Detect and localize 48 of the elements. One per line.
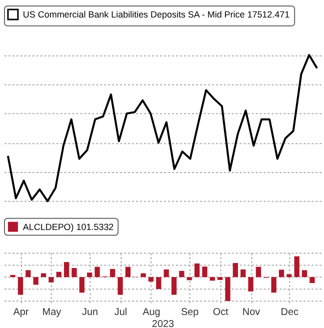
- bar: [278, 270, 284, 278]
- bar: [110, 268, 116, 278]
- x-tick-label: Oct: [212, 307, 229, 318]
- bar: [64, 262, 70, 278]
- bar: [33, 277, 38, 285]
- x-tick-label: May: [42, 307, 62, 318]
- bar: [87, 272, 92, 278]
- x-tick-label: Dec: [280, 307, 299, 318]
- bar: [48, 277, 54, 282]
- bar: [26, 270, 31, 278]
- bar: [56, 272, 62, 278]
- bar: [217, 277, 223, 280]
- bar: [171, 277, 177, 295]
- bar: [140, 273, 146, 278]
- bar: [72, 268, 77, 278]
- bar: [94, 266, 100, 278]
- x-tick-label: Sep: [181, 307, 200, 318]
- bar: [194, 263, 200, 278]
- bar: [240, 269, 246, 278]
- bar: [248, 277, 254, 292]
- bar: [79, 277, 84, 293]
- bar: [118, 277, 123, 295]
- x-axis-title: 2023: [152, 319, 175, 328]
- bar: [310, 277, 315, 284]
- x-tick-label: Aug: [142, 307, 160, 318]
- bar: [186, 277, 192, 280]
- bar: [202, 266, 208, 278]
- bar: [156, 277, 162, 290]
- x-tick-label: Jul: [114, 307, 128, 318]
- bar: [256, 266, 262, 278]
- bar: [125, 266, 131, 278]
- legend-label: ALCLDEPO) 101.5332: [22, 222, 114, 232]
- x-tick-label: Apr: [13, 307, 30, 318]
- bar: [232, 262, 238, 278]
- bar: [271, 277, 276, 293]
- bar: [18, 277, 24, 295]
- bar: [294, 256, 300, 278]
- bar: [302, 270, 308, 278]
- bar: [148, 277, 154, 282]
- bar: [179, 270, 184, 278]
- bar: [225, 277, 230, 301]
- bar: [286, 274, 292, 278]
- bar: [210, 277, 215, 281]
- bar: [164, 269, 169, 278]
- bar: [10, 274, 16, 278]
- x-tick-label: Jun: [82, 307, 98, 318]
- legend-label: US Commercial Bank Liabilities Deposits SA - Mid Price 17512.471: [22, 9, 290, 20]
- x-tick-label: Nov: [242, 307, 260, 318]
